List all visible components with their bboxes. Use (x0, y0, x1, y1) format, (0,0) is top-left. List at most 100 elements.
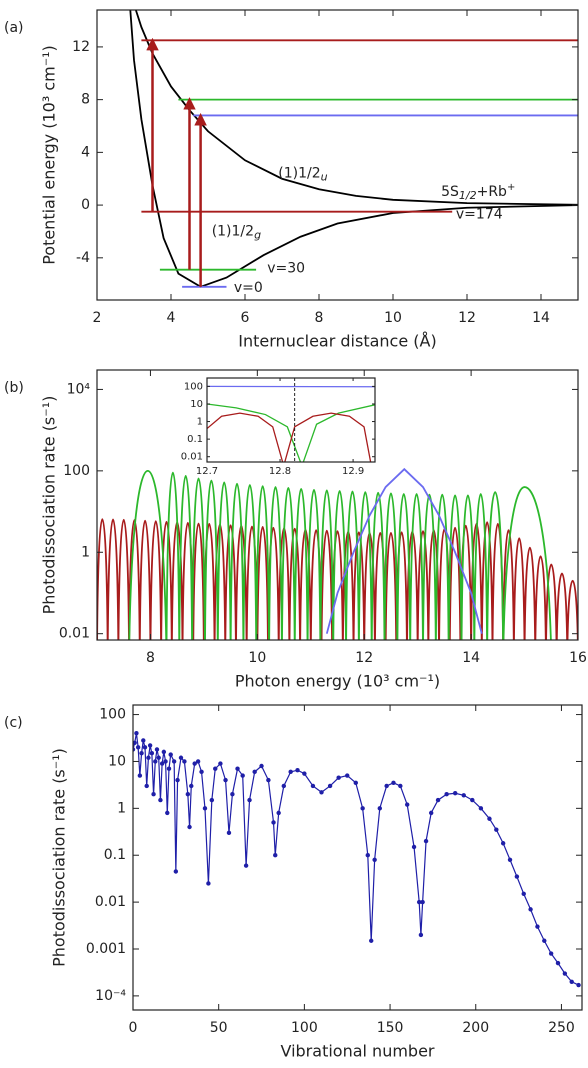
y-tick-label: 10 (108, 753, 126, 769)
x-tick-label: 8 (315, 310, 324, 326)
point (158, 797, 163, 803)
point (199, 769, 204, 775)
point (444, 792, 449, 797)
y-tick-label: 10⁴ (67, 381, 91, 397)
point (156, 755, 161, 760)
plot-frame (132, 704, 583, 1011)
y-tick-label: 1 (197, 417, 203, 428)
panel-label: (b) (4, 380, 24, 396)
annotation-text: v=30 (267, 260, 305, 276)
y-tick-label: 100 (63, 463, 90, 479)
point (461, 793, 466, 798)
plot-frame (96, 9, 579, 301)
curve (129, 10, 578, 288)
y-tick-label: 0.01 (181, 452, 203, 463)
y-tick-label: 10 (190, 399, 203, 410)
point (202, 806, 208, 811)
point (252, 769, 257, 775)
point (187, 824, 192, 830)
annotation: v=174 (456, 206, 503, 222)
point (391, 780, 396, 786)
point (377, 806, 382, 811)
point (428, 810, 434, 816)
point (302, 771, 307, 776)
point (182, 759, 187, 764)
y-tick-label: 0.01 (59, 626, 90, 642)
point (243, 863, 249, 868)
annotation: (1)1/2g (212, 223, 261, 241)
point (562, 971, 568, 976)
point (470, 797, 475, 803)
point (192, 761, 197, 766)
annotation-sub: u (321, 170, 328, 183)
point (144, 783, 149, 789)
annotation-text: v=174 (456, 206, 503, 222)
point (310, 783, 316, 789)
point (230, 792, 235, 797)
x-tick-label: 14 (532, 310, 550, 326)
x-tick-label: 0 (129, 1020, 138, 1036)
point (487, 816, 492, 821)
point (569, 979, 574, 984)
point (528, 907, 533, 912)
point (247, 797, 252, 803)
plot-area (133, 731, 581, 988)
point (500, 841, 506, 846)
plot-area (207, 385, 375, 462)
y-tick-label: 8 (81, 92, 90, 108)
x-tick-label: 16 (569, 650, 587, 666)
x-tick-label: 200 (462, 1020, 489, 1036)
x-tick-label: 100 (291, 1020, 318, 1036)
point (161, 749, 167, 755)
y-tick-label: 0.001 (86, 941, 126, 957)
point (154, 747, 160, 752)
annotation-text: v=0 (234, 280, 263, 296)
x-tick-label: 12.8 (269, 466, 291, 477)
point (555, 960, 561, 966)
y-axis-title: Photodissociation rate (s⁻¹) (40, 396, 59, 615)
annotation-sup: + (507, 182, 515, 193)
x-tick-label: 10 (384, 310, 402, 326)
x-tick-label: 4 (167, 310, 176, 326)
inset: 12.7 12.8 12.9 0.01 0.1 1 10 100 (181, 377, 376, 477)
point (372, 857, 377, 862)
point (206, 881, 211, 886)
plot-frame (96, 369, 579, 641)
panel: 0 50 100 150 200 250 10⁻⁴ 0.001 0.01 0.1 1 10 100 (c)… (4, 704, 583, 1061)
y-tick-label: -4 (76, 250, 90, 266)
point (327, 783, 333, 789)
point (478, 806, 484, 811)
point (319, 790, 324, 795)
x-axis-title: Vibrational number (280, 1042, 434, 1061)
annotation-sub: g (254, 228, 261, 241)
point (535, 924, 540, 929)
y-tick-label: 0.1 (104, 847, 126, 863)
plot-background (97, 10, 578, 300)
point (353, 780, 358, 786)
panel: 2 4 6 8 10 12 14-404812(1)1/2u(1)1/2g5S1/2+Rb+… (4, 9, 579, 351)
point (281, 783, 287, 789)
point (288, 769, 293, 775)
point (175, 777, 180, 783)
x-axis-title: Internuclear distance (Å) (238, 332, 436, 351)
x-tick-label: 250 (548, 1020, 575, 1036)
x-tick-label: 50 (210, 1020, 228, 1036)
y-tick-label: 0.01 (95, 894, 126, 910)
x-tick-label: 12 (355, 650, 373, 666)
point (576, 982, 581, 988)
point (452, 791, 458, 796)
point (185, 792, 191, 797)
point (418, 932, 424, 938)
point (514, 874, 520, 879)
point (134, 731, 139, 736)
point (360, 806, 365, 811)
point (141, 738, 146, 743)
point (384, 783, 389, 789)
point (345, 773, 350, 778)
point (548, 951, 554, 956)
point (365, 853, 370, 858)
point (423, 838, 429, 844)
point (273, 853, 278, 858)
annotation: v=30 (267, 260, 305, 276)
